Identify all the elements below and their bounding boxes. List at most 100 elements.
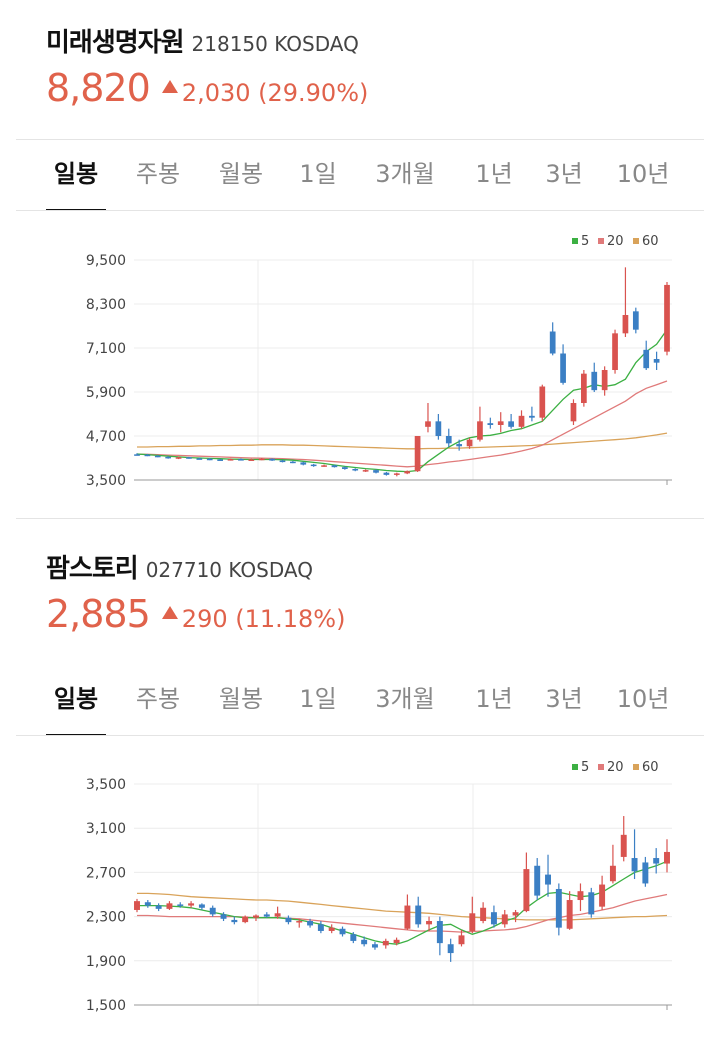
- candle-body: [196, 458, 203, 460]
- candle-body: [362, 470, 369, 472]
- candle-body: [231, 919, 238, 923]
- candle-body: [456, 444, 463, 447]
- candle-body: [238, 459, 244, 461]
- candle: [581, 370, 587, 407]
- candle-body: [253, 915, 259, 918]
- tab-daily[interactable]: 일봉: [46, 666, 106, 736]
- candle: [274, 906, 281, 919]
- candle: [523, 852, 530, 913]
- candle-body: [248, 459, 255, 461]
- legend-label: 5: [581, 234, 589, 249]
- candle: [242, 915, 249, 924]
- tab-1year[interactable]: 1년: [475, 160, 513, 188]
- candle-body: [206, 458, 213, 461]
- y-tick-label: 1,900: [86, 954, 126, 970]
- price-row: 8,820 2,030 (29.90%): [46, 66, 368, 110]
- tab-3year[interactable]: 3년: [545, 685, 583, 713]
- candle-body: [242, 916, 249, 923]
- ma20-line: [137, 380, 668, 468]
- tab-3year[interactable]: 3년: [545, 160, 583, 188]
- price-change: 2,030 (29.90%): [181, 79, 369, 107]
- candle: [477, 406, 483, 442]
- candle: [570, 399, 577, 425]
- period-tabs: 일봉 주봉 월봉 1일 3개월 1년 3년 10년: [0, 666, 720, 736]
- candle: [512, 909, 519, 923]
- current-price: 2,885: [46, 592, 151, 636]
- candle-body: [512, 912, 519, 916]
- tab-1day[interactable]: 1일: [299, 685, 337, 713]
- candle: [497, 412, 504, 433]
- candle: [487, 417, 494, 429]
- candle-body: [539, 386, 546, 418]
- candle-body: [664, 284, 670, 352]
- candle: [206, 458, 213, 461]
- stock-name[interactable]: 미래생명자원: [46, 28, 185, 58]
- candle-body: [435, 421, 442, 436]
- stock-name[interactable]: 팜스토리: [46, 554, 139, 584]
- candle-body: [570, 403, 577, 422]
- legend-swatch: [598, 764, 604, 770]
- candle-body: [447, 944, 454, 954]
- candle: [144, 900, 151, 908]
- candle-body: [415, 905, 422, 925]
- candle: [545, 854, 551, 897]
- candle-body: [480, 907, 487, 922]
- candle: [456, 439, 463, 451]
- candle: [609, 844, 616, 884]
- candle: [198, 903, 205, 910]
- candle-body: [274, 913, 281, 917]
- divider: [16, 139, 704, 140]
- candle: [383, 471, 390, 476]
- candle-body: [220, 914, 227, 919]
- tab-10year[interactable]: 10년: [616, 685, 670, 713]
- candle: [653, 848, 660, 874]
- tab-10year[interactable]: 10년: [616, 160, 670, 188]
- candle-body: [177, 904, 184, 906]
- candle-body: [445, 436, 452, 444]
- tab-monthly[interactable]: 월봉: [218, 685, 264, 713]
- tab-1year[interactable]: 1년: [475, 685, 513, 713]
- candle-body: [175, 457, 182, 459]
- candle: [220, 912, 227, 922]
- candle-body: [166, 903, 173, 909]
- candle: [373, 469, 379, 474]
- candle: [175, 456, 182, 460]
- candle: [480, 902, 487, 924]
- candlestick-chart[interactable]: 3,500 3,100 2,700 2,300 1,900 1,500 5 20 60: [0, 748, 720, 1038]
- candlestick-chart[interactable]: 9,500 8,300 7,100 5,900 4,700 3,500 5 20 60: [0, 222, 720, 502]
- candle: [279, 459, 286, 463]
- candle-body: [458, 935, 465, 945]
- stock-market: KOSDAQ: [274, 32, 359, 56]
- candle-body: [664, 851, 670, 864]
- candle-body: [404, 905, 411, 929]
- y-tick-label: 7,100: [86, 341, 126, 357]
- candle-body: [404, 471, 411, 474]
- tab-daily[interactable]: 일봉: [46, 141, 106, 211]
- tab-3month[interactable]: 3개월: [375, 685, 435, 713]
- tab-3month[interactable]: 3개월: [375, 160, 435, 188]
- candle: [560, 344, 566, 385]
- candle: [227, 458, 234, 461]
- candle: [155, 903, 162, 912]
- candle: [591, 362, 598, 392]
- tab-weekly[interactable]: 주봉: [135, 160, 181, 188]
- candle-body: [581, 373, 587, 403]
- tab-1day[interactable]: 1일: [299, 160, 337, 188]
- tab-weekly[interactable]: 주봉: [135, 685, 181, 713]
- candle-body: [560, 353, 566, 383]
- candle: [612, 329, 618, 374]
- section-divider: [16, 518, 704, 519]
- candle: [144, 453, 151, 457]
- candle-body: [599, 884, 606, 907]
- candle: [447, 938, 454, 962]
- period-tabs: 일봉 주봉 월봉 1일 3개월 1년 3년 10년: [0, 141, 720, 211]
- candle: [317, 921, 324, 934]
- candle-body: [165, 456, 172, 459]
- candle: [331, 464, 338, 468]
- candle: [177, 902, 184, 908]
- candle-body: [361, 939, 368, 945]
- tab-monthly[interactable]: 월봉: [218, 160, 264, 188]
- candle: [631, 829, 638, 880]
- candle-body: [371, 944, 378, 948]
- candle-body: [588, 892, 595, 915]
